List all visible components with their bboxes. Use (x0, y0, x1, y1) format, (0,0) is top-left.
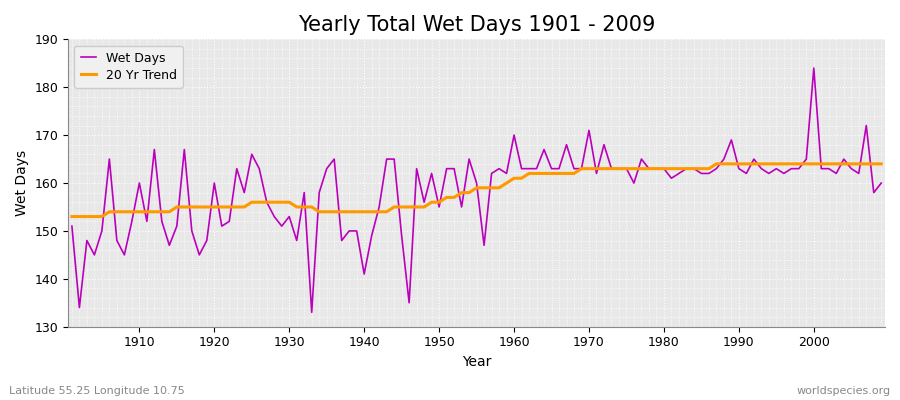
20 Yr Trend (508, 176, 519, 181)
Text: worldspecies.org: worldspecies.org (796, 386, 891, 396)
Title: Yearly Total Wet Days 1901 - 2009: Yearly Total Wet Days 1901 - 2009 (298, 15, 655, 35)
Y-axis label: Wet Days: Wet Days (15, 150, 29, 216)
Wet Days (306, 310, 317, 315)
Wet Days (508, 133, 519, 138)
Wet Days (606, 166, 616, 171)
Wet Days (808, 66, 819, 70)
X-axis label: Year: Year (462, 355, 491, 369)
Wet Days (67, 224, 77, 228)
Wet Days (292, 238, 302, 243)
Legend: Wet Days, 20 Yr Trend: Wet Days, 20 Yr Trend (75, 46, 183, 88)
20 Yr Trend (711, 162, 722, 166)
20 Yr Trend (876, 162, 886, 166)
Wet Days (516, 166, 526, 171)
Wet Days (344, 228, 355, 233)
20 Yr Trend (337, 209, 347, 214)
Wet Days (876, 181, 886, 186)
Line: 20 Yr Trend: 20 Yr Trend (72, 164, 881, 216)
Text: Latitude 55.25 Longitude 10.75: Latitude 55.25 Longitude 10.75 (9, 386, 184, 396)
Line: Wet Days: Wet Days (72, 68, 881, 312)
20 Yr Trend (598, 166, 609, 171)
20 Yr Trend (67, 214, 77, 219)
20 Yr Trend (292, 204, 302, 209)
20 Yr Trend (127, 209, 138, 214)
Wet Days (127, 219, 138, 224)
20 Yr Trend (501, 181, 512, 186)
